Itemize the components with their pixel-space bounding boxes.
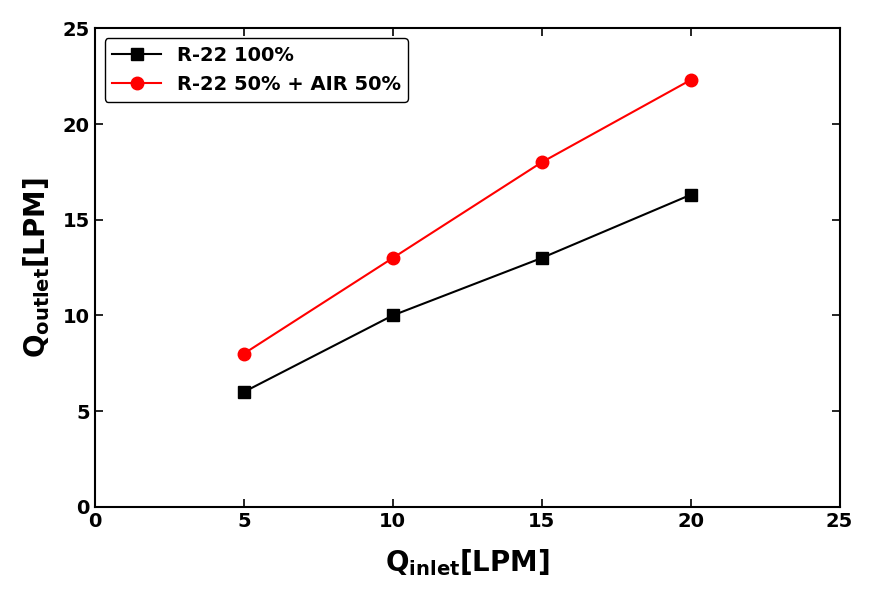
R-22 100%	[685, 191, 696, 198]
Legend: R-22 100%, R-22 50% + AIR 50%: R-22 100%, R-22 50% + AIR 50%	[105, 38, 408, 102]
Line: R-22 100%: R-22 100%	[239, 189, 697, 398]
R-22 50% + AIR 50%	[239, 350, 249, 358]
R-22 50% + AIR 50%	[685, 77, 696, 84]
R-22 100%	[537, 255, 547, 262]
R-22 50% + AIR 50%	[387, 255, 398, 262]
Y-axis label: $\mathbf{Q}_{\mathbf{outlet}}$[LPM]: $\mathbf{Q}_{\mathbf{outlet}}$[LPM]	[21, 177, 52, 358]
R-22 100%	[387, 312, 398, 319]
Line: R-22 50% + AIR 50%: R-22 50% + AIR 50%	[238, 74, 697, 360]
X-axis label: $\mathbf{Q}_{\mathbf{inlet}}$[LPM]: $\mathbf{Q}_{\mathbf{inlet}}$[LPM]	[385, 547, 550, 578]
R-22 50% + AIR 50%	[537, 159, 547, 166]
R-22 100%	[239, 388, 249, 395]
